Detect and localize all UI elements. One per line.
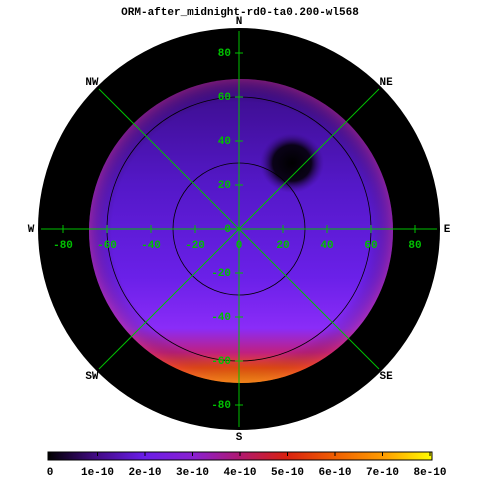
x-tick-label: 40 [320, 240, 333, 252]
direction-label: E [444, 224, 451, 236]
x-tick-label: -20 [185, 240, 205, 252]
colorbar-tick-label: 8e-10 [413, 467, 446, 479]
direction-label: W [28, 224, 35, 236]
x-tick-label: 60 [364, 240, 377, 252]
colorbar-tick-label: 2e-10 [128, 467, 161, 479]
colorbar-tick-label: 4e-10 [223, 467, 256, 479]
y-tick-label: 40 [218, 136, 231, 148]
y-tick-label: -80 [211, 400, 231, 412]
y-tick-label: 60 [218, 92, 231, 104]
direction-label: NW [85, 77, 99, 89]
colorbar-tick-label: 7e-10 [366, 467, 399, 479]
direction-label: S [236, 432, 243, 444]
dark-spot [260, 133, 324, 193]
direction-label: NE [379, 77, 393, 89]
y-tick-label: -60 [211, 356, 231, 368]
x-tick-label: -60 [97, 240, 117, 252]
x-tick-label: 0 [236, 240, 243, 252]
chart-title: ORM-after_midnight-rd0-ta0.200-wl568 [121, 7, 359, 19]
y-tick-label: 20 [218, 180, 231, 192]
x-tick-label: 80 [408, 240, 421, 252]
x-tick-label: -80 [53, 240, 73, 252]
y-tick-label: 80 [218, 48, 231, 60]
colorbar-tick-label: 0 [47, 467, 54, 479]
colorbar-tick-label: 3e-10 [176, 467, 209, 479]
colorbar-tick-label: 6e-10 [318, 467, 351, 479]
y-tick-label: -20 [211, 268, 231, 280]
y-tick-label: -40 [211, 312, 231, 324]
x-tick-label: 20 [276, 240, 289, 252]
direction-label: SE [379, 371, 393, 383]
colorbar-tick-label: 1e-10 [81, 467, 114, 479]
x-tick-label: -40 [141, 240, 161, 252]
y-tick-label: 0 [224, 224, 231, 236]
direction-label: SW [85, 371, 99, 383]
direction-label: N [236, 16, 243, 28]
colorbar-tick-label: 5e-10 [271, 467, 304, 479]
